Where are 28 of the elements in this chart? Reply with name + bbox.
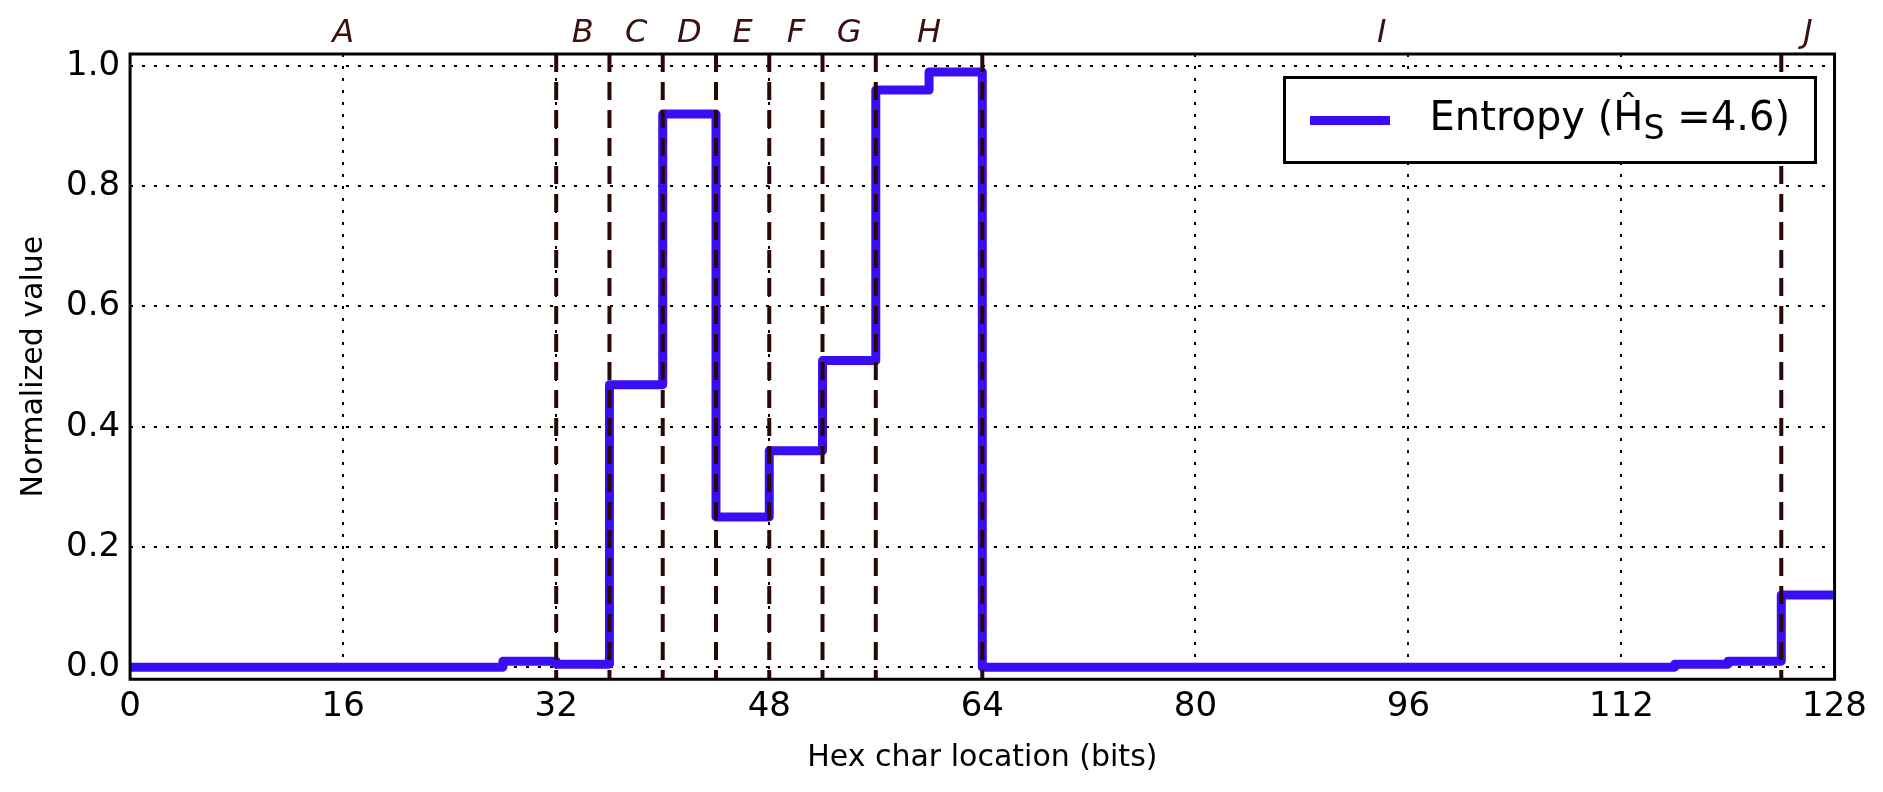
x-tick-label: 16 (321, 684, 365, 725)
text: H (917, 12, 942, 51)
x-axis-title: Hex char location (bits) (807, 737, 1158, 773)
y-tick-label: 0.4 (65, 403, 121, 444)
x-tick-label: 48 (747, 684, 791, 725)
x-tick-label: 128 (1802, 684, 1868, 725)
x-tick-label: 80 (1173, 684, 1217, 725)
text: C (624, 12, 648, 51)
y-tick-label: 1.0 (65, 42, 121, 83)
x-tick-label: 96 (1386, 684, 1431, 725)
y-tick-label: 0.6 (65, 283, 121, 324)
text: D (677, 12, 702, 51)
legend-label: Entropy (Ĥ$_{S}$ =4.6) (1429, 93, 1790, 147)
y-tick-label: 0.8 (65, 163, 121, 204)
text: G (836, 12, 862, 51)
text: E (732, 12, 754, 51)
text: B (571, 12, 594, 51)
x-tick-label: 32 (534, 684, 578, 725)
text: I (1377, 12, 1387, 51)
y-tick-label: 0.2 (65, 523, 121, 564)
text: F (786, 12, 806, 51)
text: A (330, 12, 355, 51)
x-tick-label: 64 (960, 684, 1004, 725)
text: J (1797, 12, 1813, 51)
y-tick-label: 0.0 (65, 644, 121, 685)
y-axis-title: Normalized value (13, 235, 49, 498)
x-tick-label: 0 (119, 684, 141, 725)
x-tick-label: 112 (1589, 684, 1654, 725)
